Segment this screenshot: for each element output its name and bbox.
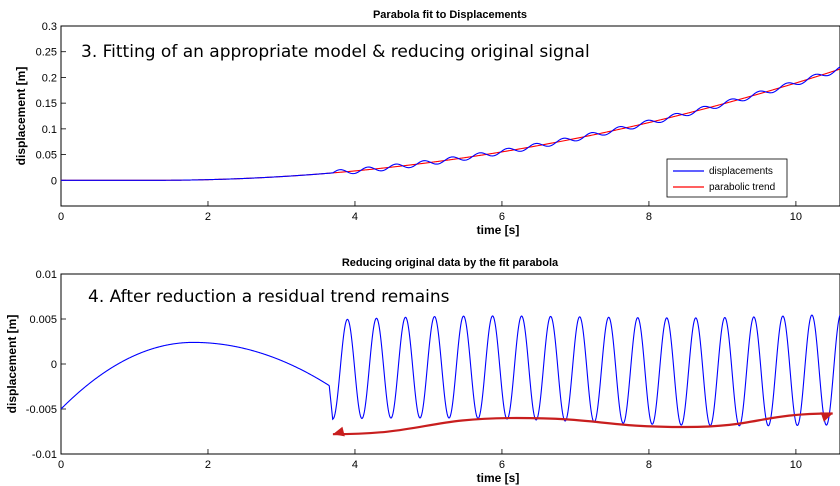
top-x-tick-label: 2 <box>205 211 211 223</box>
bottom-x-tick-label: 6 <box>499 459 505 471</box>
top-chart-y-ticks: 0 0.05 0.1 0.15 0.2 0.25 0.3 <box>36 21 66 187</box>
bottom-chart-x-ticks: 0 2 4 6 8 10 <box>58 449 802 471</box>
bottom-x-tick-label: 0 <box>58 459 64 471</box>
top-y-tick-label: 0 <box>51 175 57 187</box>
bottom-y-tick-label: -0.01 <box>32 449 57 461</box>
top-x-tick-label: 0 <box>58 211 64 223</box>
legend-label-displacements: displacements <box>709 166 773 177</box>
top-y-tick-label: 0.05 <box>36 150 57 162</box>
top-x-tick-label: 6 <box>499 211 505 223</box>
bottom-chart-x-label: time [s] <box>477 471 520 485</box>
top-chart-displacements-line <box>61 66 840 181</box>
bottom-y-tick-label: 0 <box>51 359 57 371</box>
bottom-chart: Reducing original data by the fit parabo… <box>5 257 840 485</box>
top-y-tick-label: 0.25 <box>36 47 57 59</box>
residual-trend-arrowhead-left <box>332 426 345 437</box>
top-y-tick-label: 0.15 <box>36 98 57 110</box>
bottom-chart-annotation: 4. After reduction a residual trend rema… <box>88 287 450 307</box>
residual-trend-arrow <box>332 412 833 436</box>
top-y-tick-label: 0.2 <box>42 72 57 84</box>
bottom-chart-plot-area <box>60 273 840 455</box>
top-chart-title: Parabola fit to Displacements <box>373 9 527 21</box>
top-x-tick-label: 4 <box>352 211 358 223</box>
top-chart-y-label: displacement [m] <box>14 67 28 166</box>
top-chart: Parabola fit to Displacements 0 0.05 0.1 0.… <box>14 9 840 237</box>
top-chart-annotation: 3. Fitting of an appropriate model & red… <box>81 42 590 62</box>
top-chart-legend: displacements parabolic trend <box>666 158 788 198</box>
top-y-tick-label: 0.3 <box>42 21 57 33</box>
bottom-x-tick-label: 8 <box>646 459 652 471</box>
residual-trend-arrowhead-right <box>820 412 833 422</box>
legend-label-parabolic-trend: parabolic trend <box>709 182 775 193</box>
top-x-tick-label: 10 <box>790 211 802 223</box>
top-chart-x-label: time [s] <box>477 223 520 237</box>
top-x-tick-label: 8 <box>646 211 652 223</box>
bottom-chart-title: Reducing original data by the fit parabo… <box>342 257 559 269</box>
top-y-tick-label: 0.1 <box>42 124 57 136</box>
legend-box <box>666 158 788 198</box>
bottom-chart-y-ticks: -0.01 -0.005 0 0.005 0.01 <box>26 269 66 461</box>
top-chart-x-ticks: 0 2 4 6 8 10 <box>58 201 802 223</box>
bottom-chart-y-label: displacement [m] <box>5 315 19 414</box>
bottom-x-tick-label: 2 <box>205 459 211 471</box>
bottom-y-tick-label: 0.005 <box>29 314 57 326</box>
bottom-x-tick-label: 4 <box>352 459 358 471</box>
bottom-y-tick-label: 0.01 <box>36 269 57 281</box>
bottom-x-tick-label: 10 <box>790 459 802 471</box>
bottom-y-tick-label: -0.005 <box>26 404 57 416</box>
